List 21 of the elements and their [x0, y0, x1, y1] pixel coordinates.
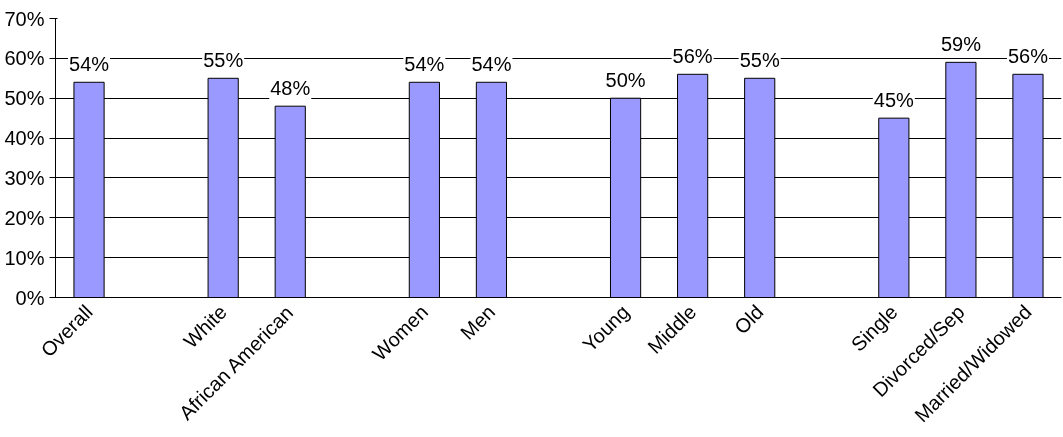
- x-tick-label: Men: [456, 300, 500, 344]
- data-label: 50%: [605, 69, 646, 92]
- data-label: 56%: [672, 45, 713, 68]
- data-label: 54%: [69, 53, 110, 76]
- data-label: 45%: [873, 89, 915, 112]
- y-tick-label: 40%: [4, 127, 45, 150]
- y-tick-label: 50%: [4, 87, 45, 110]
- data-label: 55%: [203, 49, 244, 72]
- data-label: 48%: [270, 77, 311, 100]
- y-tick-label: 0%: [15, 286, 45, 309]
- y-tick-label: 60%: [4, 47, 45, 70]
- y-tick-label: 70%: [4, 7, 45, 30]
- data-label: 54%: [404, 53, 445, 76]
- y-tick-label: 10%: [4, 246, 45, 269]
- data-label: 54%: [471, 53, 512, 76]
- data-label: 56%: [1007, 45, 1049, 68]
- data-label: 55%: [739, 49, 780, 72]
- y-tick-label: 20%: [4, 206, 45, 229]
- x-tick-label: Old: [729, 300, 768, 339]
- y-tick-label: 30%: [4, 166, 45, 189]
- data-label: 59%: [940, 33, 982, 56]
